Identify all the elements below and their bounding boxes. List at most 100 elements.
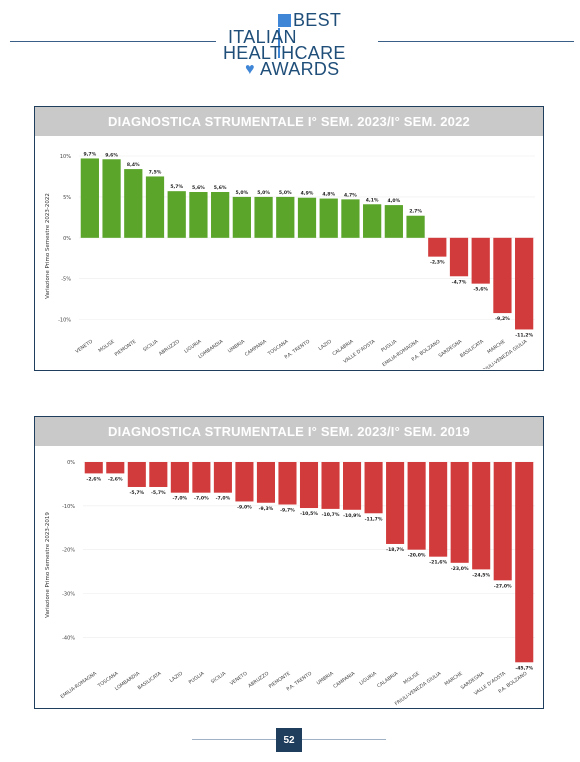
x-tick-label: BASILICATA xyxy=(459,338,485,359)
chart-title: DIAGNOSTICA STRUMENTALE I° SEM. 2023/I° … xyxy=(108,114,470,129)
x-tick-label: BASILICATA xyxy=(137,670,163,691)
y-tick-label: -30% xyxy=(62,591,75,597)
x-tick-label: LIGURIA xyxy=(183,338,203,354)
x-tick-label: VENETO xyxy=(229,671,249,687)
logo-caduceus-icon xyxy=(278,28,280,58)
bar xyxy=(493,462,512,581)
data-label: 4,8% xyxy=(322,192,335,198)
x-tick-label: PUGLIA xyxy=(380,338,398,353)
x-tick-label: EMILIA-ROMAGNA xyxy=(60,670,99,700)
page-number: 52 xyxy=(276,728,302,752)
bar xyxy=(364,462,383,514)
header-rule-right xyxy=(378,41,574,42)
data-label: -20,0% xyxy=(408,553,426,559)
x-tick-label: SICILIA xyxy=(142,338,160,353)
logo-word-italian: ITALIAN xyxy=(228,27,297,47)
data-label: 5,0% xyxy=(279,190,292,196)
x-tick-label: SICILIA xyxy=(210,670,228,685)
y-tick-label: -20% xyxy=(62,548,75,554)
x-tick-label: MARCHE xyxy=(486,339,506,356)
bar xyxy=(145,176,165,238)
data-label: -5,6% xyxy=(473,287,488,293)
data-label: 5,0% xyxy=(235,190,248,196)
y-tick-label: -10% xyxy=(62,504,75,510)
bar xyxy=(428,237,447,257)
y-axis-label: Variazione Primo Semestre 2023-2022 xyxy=(45,193,51,299)
bar xyxy=(232,196,251,238)
data-label: 2,7% xyxy=(409,209,422,215)
data-label: 5,0% xyxy=(257,190,270,196)
data-label: -24,5% xyxy=(472,572,490,578)
bar xyxy=(343,462,362,510)
bar xyxy=(102,159,121,238)
data-label: -10,9% xyxy=(343,513,361,519)
data-label: 9,7% xyxy=(83,151,96,157)
data-label: -11,7% xyxy=(365,516,383,522)
footer-rule-left xyxy=(192,739,276,740)
data-label: -10,5% xyxy=(300,511,318,517)
data-label: -4,7% xyxy=(452,279,467,285)
bar xyxy=(319,198,338,238)
logo-word-healthcare: HEALTHCARE xyxy=(223,43,346,63)
y-tick-label: 5% xyxy=(63,195,71,201)
x-tick-label: UMBRIA xyxy=(227,338,247,354)
bar xyxy=(341,199,360,238)
bar xyxy=(363,204,382,238)
data-label: -10,7% xyxy=(322,512,340,518)
data-label: -45,7% xyxy=(515,665,533,671)
x-tick-label: LAZIO xyxy=(169,671,185,684)
logo-word-awards: AWARDS xyxy=(260,59,340,79)
x-tick-label: MOLISE xyxy=(97,339,115,354)
bar-chart-2023-2019: Variazione Primo Semestre 2023-2019 0% -10… xyxy=(45,460,535,707)
bar xyxy=(429,462,448,557)
x-tick-label: ABRUZZO xyxy=(247,671,270,690)
data-label: -9,2% xyxy=(495,316,510,322)
bar xyxy=(384,205,403,238)
data-label: -7,0% xyxy=(173,496,188,502)
bar xyxy=(192,462,211,493)
bar xyxy=(515,237,534,330)
x-tick-label: CAMPANIA xyxy=(244,338,268,358)
y-tick-label: 0% xyxy=(67,460,75,466)
x-tick-label: CALABRIA xyxy=(376,670,400,689)
data-label: -9,0% xyxy=(237,504,252,510)
chart-title: DIAGNOSTICA STRUMENTALE I° SEM. 2023/I° … xyxy=(108,424,470,439)
bar xyxy=(211,192,230,238)
bar xyxy=(297,197,317,238)
x-tick-label: PUGLIA xyxy=(188,670,206,685)
bar xyxy=(213,462,232,493)
data-label: 7,5% xyxy=(149,169,162,175)
data-label: -9,7% xyxy=(280,508,295,514)
x-tick-label: CAMPANIA xyxy=(332,670,356,690)
footer-rule-right xyxy=(302,739,386,740)
bar xyxy=(278,462,297,505)
bar xyxy=(235,462,254,502)
data-label: 5,6% xyxy=(214,185,227,191)
data-label: -5,7% xyxy=(151,490,166,496)
logo-square-icon xyxy=(278,14,291,27)
bar xyxy=(127,462,146,487)
x-tick-label: ABRUZZO xyxy=(158,339,181,358)
bar xyxy=(106,462,125,474)
data-label: -21,6% xyxy=(429,560,447,566)
bar xyxy=(80,158,99,238)
bar xyxy=(167,191,186,238)
logo-heart-icon: ♥ xyxy=(245,61,255,78)
data-label: -27,0% xyxy=(494,583,512,589)
bar xyxy=(493,237,512,314)
data-label: -7,0% xyxy=(194,496,209,502)
data-label: 5,6% xyxy=(192,185,205,191)
header-rule-left xyxy=(10,41,216,42)
bar xyxy=(256,462,275,503)
bar xyxy=(299,462,319,509)
x-tick-label: LAZIO xyxy=(318,339,334,352)
x-tick-label: LOMBARDIA xyxy=(197,338,225,360)
data-label: 4,0% xyxy=(387,198,400,204)
chart-panel-2023-2022: DIAGNOSTICA STRUMENTALE I° SEM. 2023/I° … xyxy=(34,106,544,371)
chart-panel-2023-2019: DIAGNOSTICA STRUMENTALE I° SEM. 2023/I° … xyxy=(34,416,544,709)
bar xyxy=(472,462,491,570)
data-label: -2,6% xyxy=(86,476,101,482)
data-label: 4,7% xyxy=(344,192,357,198)
bar xyxy=(189,192,208,238)
x-tick-label: MARCHE xyxy=(444,671,464,688)
